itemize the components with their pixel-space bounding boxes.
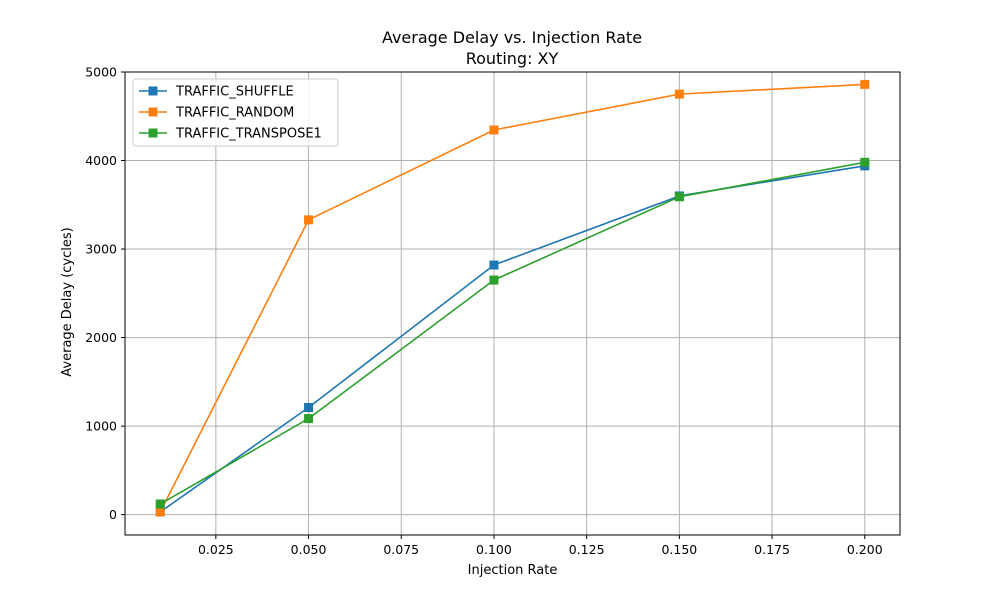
- legend-marker: [148, 128, 158, 138]
- data-point: [155, 499, 165, 509]
- y-axis-label: Average Delay (cycles): [60, 227, 75, 376]
- y-axis-ticks: 0 1000 2000 3000 4000 5000: [85, 65, 125, 522]
- y-tick-label: 2000: [85, 330, 117, 345]
- x-tick-label: 0.175: [754, 542, 790, 557]
- x-tick-label: 0.200: [847, 542, 883, 557]
- legend-item: TRAFFIC_RANDOM: [139, 106, 294, 121]
- data-point: [860, 79, 870, 89]
- chart-subtitle: Routing: XY: [466, 49, 559, 68]
- plot-area-frame: [124, 71, 901, 536]
- series-traffic-random: [155, 79, 870, 517]
- legend-item: TRAFFIC_TRANSPOSE1: [139, 127, 322, 142]
- legend-marker: [148, 107, 158, 117]
- data-point: [304, 403, 314, 413]
- x-tick-label: 0.125: [569, 542, 605, 557]
- y-tick-label: 3000: [85, 242, 117, 257]
- y-tick-label: 5000: [85, 65, 117, 80]
- x-axis-label: Injection Rate: [468, 563, 558, 578]
- x-tick-label: 0.050: [291, 542, 327, 557]
- data-point: [489, 275, 499, 285]
- y-tick-label: 4000: [85, 153, 117, 168]
- data-point: [304, 215, 314, 225]
- x-tick-label: 0.025: [198, 542, 234, 557]
- x-tick-label: 0.075: [383, 542, 419, 557]
- data-point: [489, 260, 499, 270]
- data-point: [304, 414, 314, 424]
- legend: TRAFFIC_SHUFFLE TRAFFIC_RANDOM TRAFFIC_TRA…: [132, 78, 339, 147]
- x-tick-label: 0.150: [661, 542, 697, 557]
- chart-title: Average Delay vs. Injection Rate: [382, 28, 642, 47]
- data-point: [489, 125, 499, 135]
- x-axis-ticks: 0.025 0.050 0.075 0.100 0.125 0.150 0.175 0.200: [198, 535, 883, 557]
- legend-label: TRAFFIC_RANDOM: [175, 106, 294, 121]
- legend-marker: [148, 86, 158, 96]
- y-tick-label: 1000: [85, 419, 117, 434]
- data-point: [860, 157, 870, 167]
- legend-label: TRAFFIC_TRANSPOSE1: [175, 127, 322, 142]
- data-point: [155, 507, 165, 517]
- y-tick-label: 0: [109, 507, 117, 522]
- data-point: [674, 89, 684, 99]
- legend-box: [132, 78, 339, 147]
- x-tick-label: 0.100: [476, 542, 512, 557]
- data-point: [674, 192, 684, 202]
- legend-item: TRAFFIC_SHUFFLE: [139, 85, 294, 100]
- legend-label: TRAFFIC_SHUFFLE: [175, 85, 294, 100]
- series-traffic-transpose1: [155, 157, 870, 509]
- series-lines: [155, 79, 870, 517]
